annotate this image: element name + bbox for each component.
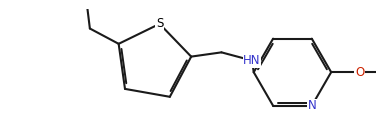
Text: S: S — [156, 17, 163, 30]
Text: HN: HN — [243, 54, 261, 67]
Text: N: N — [308, 99, 316, 112]
Text: O: O — [355, 66, 364, 79]
